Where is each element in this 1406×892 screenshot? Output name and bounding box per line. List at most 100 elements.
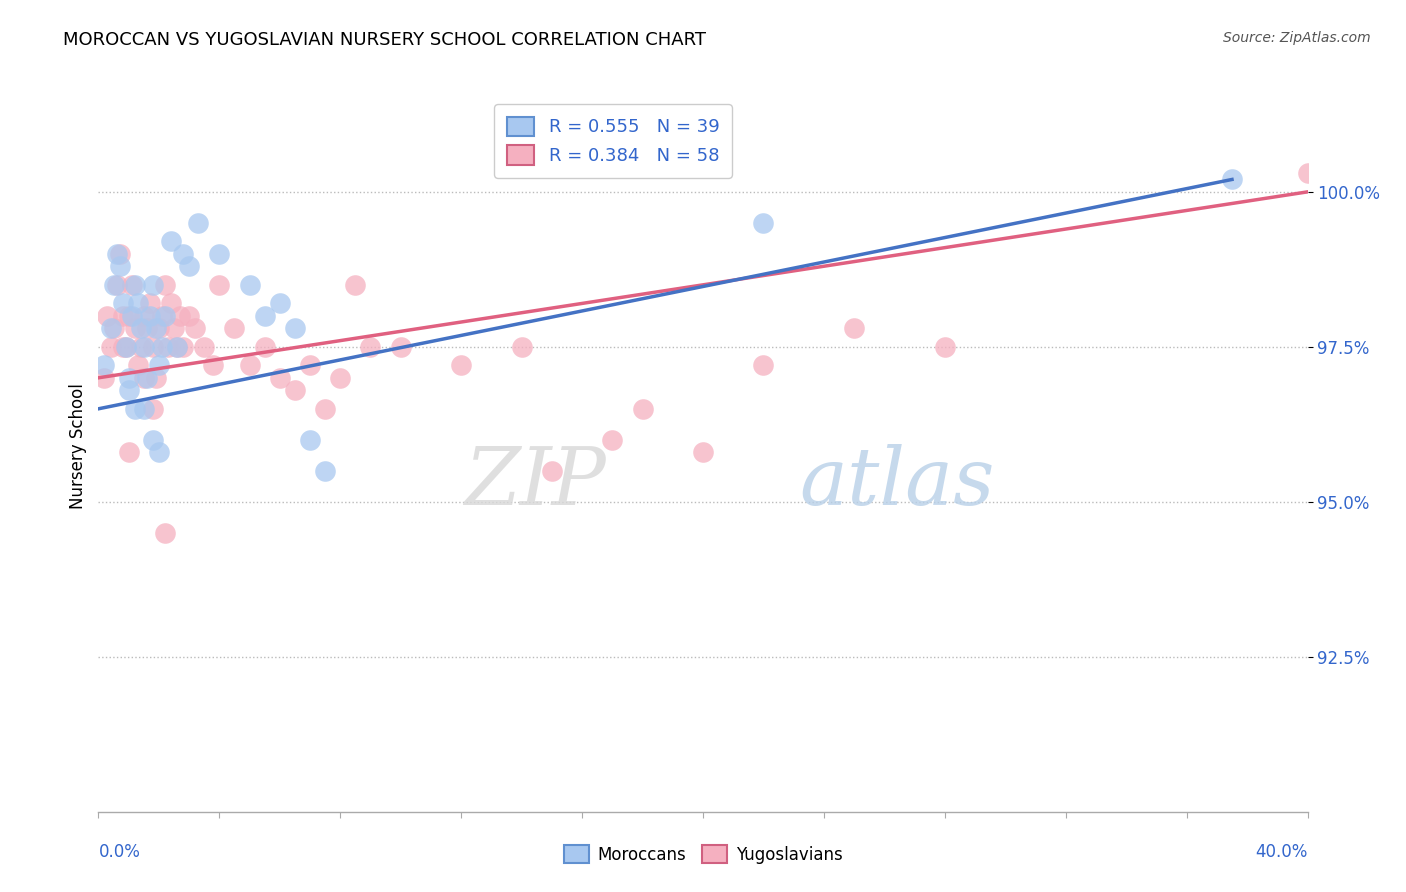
Point (129, 321, 152, 335)
Legend: R = 0.555   N = 39, R = 0.384   N = 58: R = 0.555 N = 39, R = 0.384 N = 58 (495, 104, 733, 178)
Point (269, 371, 291, 385)
Y-axis label: Nursery School: Nursery School (69, 383, 87, 509)
Point (118, 445, 141, 459)
Point (631, 401, 654, 416)
Point (360, 340, 382, 354)
Point (105, 247, 128, 261)
Point (100, 321, 122, 335)
Point (129, 340, 152, 354)
Point (160, 235, 183, 249)
Point (208, 247, 231, 261)
Point (179, 309, 201, 323)
Point (602, 433, 624, 447)
Point (269, 296, 291, 310)
Point (153, 309, 176, 323)
Point (172, 247, 194, 261)
Point (299, 433, 322, 447)
Point (118, 309, 141, 323)
Point (118, 383, 141, 397)
Point (187, 216, 209, 230)
Point (135, 371, 157, 385)
Point (96, 309, 118, 323)
Point (135, 321, 157, 335)
Point (111, 309, 134, 323)
Point (344, 277, 367, 292)
Point (148, 359, 170, 373)
Point (184, 321, 207, 335)
Point (314, 464, 336, 478)
Point (299, 359, 322, 373)
Point (166, 340, 188, 354)
Point (132, 371, 155, 385)
Point (142, 433, 165, 447)
Text: 0.0%: 0.0% (98, 843, 141, 861)
Point (148, 321, 170, 335)
Point (253, 309, 276, 323)
Point (389, 340, 412, 354)
Point (150, 309, 173, 323)
Point (450, 359, 472, 373)
Point (692, 445, 714, 459)
Point (314, 401, 336, 416)
Point (284, 383, 307, 397)
Point (169, 309, 191, 323)
Point (93, 371, 115, 385)
Point (510, 340, 533, 354)
Point (166, 340, 188, 354)
Point (540, 464, 562, 478)
Point (239, 359, 262, 373)
Point (179, 259, 201, 273)
Point (148, 445, 170, 459)
Point (118, 371, 141, 385)
Point (121, 309, 143, 323)
Point (111, 340, 134, 354)
Point (124, 321, 146, 335)
Text: atlas: atlas (800, 444, 995, 521)
Point (124, 277, 146, 292)
Point (127, 359, 149, 373)
Point (224, 321, 246, 335)
Point (239, 277, 262, 292)
Point (145, 321, 167, 335)
Point (145, 371, 167, 385)
Point (139, 309, 162, 323)
Point (208, 277, 231, 292)
Point (124, 401, 146, 416)
Point (114, 340, 136, 354)
Point (752, 359, 775, 373)
Point (160, 296, 183, 310)
Point (142, 277, 165, 292)
Point (202, 359, 225, 373)
Point (121, 277, 143, 292)
Point (108, 259, 131, 273)
Point (108, 247, 131, 261)
Point (139, 296, 162, 310)
Point (93, 359, 115, 373)
Point (103, 321, 125, 335)
Point (132, 309, 155, 323)
Point (172, 340, 194, 354)
Point (153, 525, 176, 540)
Point (284, 321, 307, 335)
Legend: Moroccans, Yugoslavians: Moroccans, Yugoslavians (557, 838, 849, 871)
Point (752, 216, 775, 230)
Point (103, 277, 125, 292)
Point (1296, 166, 1319, 180)
Point (114, 340, 136, 354)
Point (132, 401, 155, 416)
Point (193, 340, 215, 354)
Point (153, 277, 176, 292)
Text: MOROCCAN VS YUGOSLAVIAN NURSERY SCHOOL CORRELATION CHART: MOROCCAN VS YUGOSLAVIAN NURSERY SCHOOL C… (63, 31, 706, 49)
Point (150, 340, 173, 354)
Point (253, 340, 276, 354)
Point (329, 371, 352, 385)
Text: Source: ZipAtlas.com: Source: ZipAtlas.com (1223, 31, 1371, 45)
Point (127, 296, 149, 310)
Text: 40.0%: 40.0% (1256, 843, 1308, 861)
Point (111, 296, 134, 310)
Point (1220, 172, 1243, 186)
Point (142, 340, 165, 354)
Point (132, 340, 155, 354)
Point (163, 321, 186, 335)
Point (934, 340, 956, 354)
